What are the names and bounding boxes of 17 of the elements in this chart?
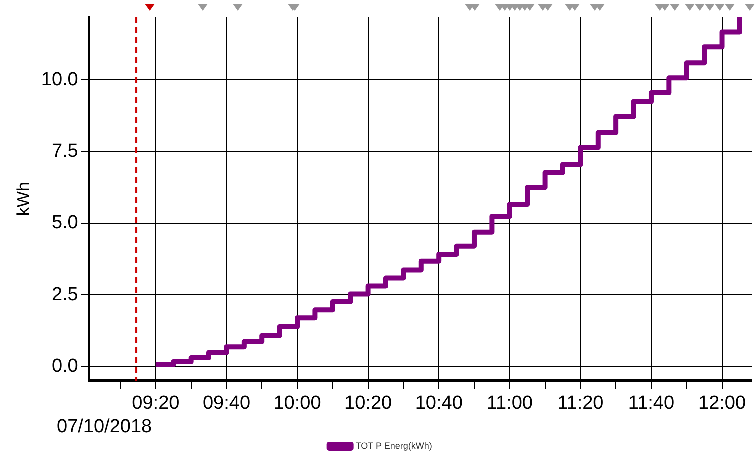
x-tick-label: 11:20 bbox=[558, 392, 604, 414]
y-tick-label: 7.5 bbox=[52, 141, 78, 162]
y-tick-label: 0.0 bbox=[52, 356, 78, 378]
text: 07/10/2018 bbox=[57, 416, 152, 438]
x-tick-label: 10:00 bbox=[274, 392, 322, 414]
x-tick-label: 11:40 bbox=[628, 392, 675, 414]
y-tick-label: 2.5 bbox=[52, 284, 78, 306]
y-tick-label: 5.0 bbox=[52, 212, 78, 234]
x-tick-label: 09:20 bbox=[132, 392, 180, 414]
y-tick-label: 10.0 bbox=[41, 69, 78, 90]
x-tick-label: 09:40 bbox=[202, 392, 250, 414]
legend-label: TOT P Energ(kWh) bbox=[356, 440, 432, 451]
y-axis-title: kWh bbox=[14, 182, 33, 216]
x-tick-label: 10:20 bbox=[344, 392, 392, 414]
x-tick-label: 11:00 bbox=[486, 392, 533, 414]
x-tick-label: 10:40 bbox=[415, 392, 463, 414]
x-tick-label: 12:00 bbox=[698, 392, 746, 414]
